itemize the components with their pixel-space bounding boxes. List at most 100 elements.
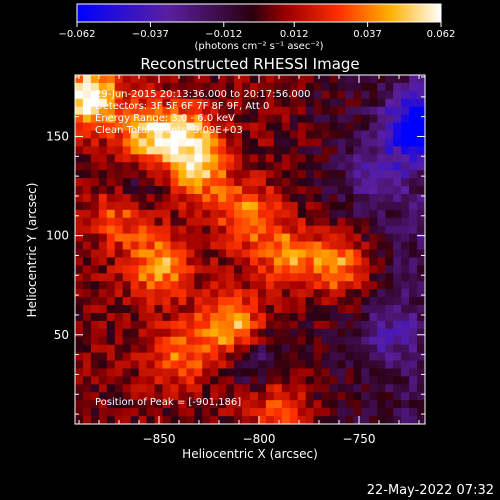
heatmap-cell — [138, 360, 148, 370]
heatmap-cell — [393, 130, 402, 140]
heatmap-cell — [417, 98, 426, 108]
heatmap-cell — [218, 249, 227, 259]
heatmap-cell — [202, 106, 211, 116]
heatmap-cell — [273, 106, 283, 116]
heatmap-cell — [273, 297, 283, 306]
heatmap-cell — [194, 392, 203, 401]
heatmap-cell — [273, 320, 283, 330]
heatmap-cell — [257, 241, 267, 251]
heatmap-cell — [281, 98, 291, 108]
heatmap-cell — [114, 225, 124, 235]
heatmap-cell — [273, 186, 283, 195]
heatmap-cell — [202, 233, 211, 243]
heatmap-cell — [393, 154, 402, 163]
heatmap-cell — [265, 297, 275, 306]
heatmap-cell — [353, 193, 362, 203]
y-tick-label: 150 — [46, 129, 69, 143]
heatmap-cell — [98, 201, 108, 211]
heatmap-cell — [106, 312, 116, 322]
heatmap-cell — [138, 225, 148, 235]
heatmap-cell — [337, 368, 347, 378]
heatmap-cell — [242, 312, 251, 322]
heatmap-cell — [146, 122, 156, 132]
heatmap-cell — [234, 138, 243, 147]
heatmap-cell — [114, 154, 124, 163]
heatmap-cell — [90, 344, 100, 354]
heatmap-cell — [337, 384, 347, 393]
heatmap-cell — [130, 328, 140, 338]
heatmap-cell — [313, 138, 323, 147]
heatmap-cell — [178, 241, 187, 251]
heatmap-cell — [138, 138, 148, 147]
heatmap-cell — [393, 257, 402, 266]
heatmap-cell — [345, 368, 354, 378]
heatmap-cell — [234, 106, 243, 116]
heatmap-cell — [106, 82, 116, 92]
heatmap-cell — [210, 328, 219, 338]
heatmap-cell — [401, 154, 410, 163]
heatmap-cell — [369, 98, 378, 108]
heatmap-cell — [273, 90, 283, 100]
heatmap-cell — [122, 114, 132, 124]
heatmap-cell — [369, 170, 378, 179]
heatmap-cell — [194, 170, 203, 179]
heatmap-cell — [369, 320, 378, 330]
heatmap-cell — [257, 130, 267, 140]
heatmap-cell — [250, 217, 259, 227]
heatmap-cell — [162, 416, 172, 425]
heatmap-cell — [353, 249, 362, 259]
heatmap-cell — [226, 241, 235, 251]
heatmap-cell — [361, 376, 370, 385]
heatmap-cell — [353, 416, 362, 425]
heatmap-cell — [138, 368, 148, 378]
heatmap-cell — [377, 281, 386, 290]
heatmap-cell — [250, 114, 259, 124]
heatmap-cell — [242, 209, 251, 219]
heatmap-cell — [377, 193, 386, 203]
heatmap-cell — [186, 336, 195, 346]
heatmap-cell — [114, 408, 124, 417]
heatmap-cell — [114, 320, 124, 330]
heatmap-cell — [218, 154, 227, 163]
heatmap-cell — [82, 305, 92, 314]
heatmap-cell — [297, 90, 307, 100]
heatmap-cell — [106, 106, 116, 116]
heatmap-cell — [210, 98, 219, 108]
heatmap-cell — [289, 328, 299, 338]
heatmap-cell — [75, 352, 84, 362]
heatmap-cell — [289, 154, 299, 163]
heatmap-cell — [82, 336, 92, 346]
heatmap-cell — [345, 392, 354, 401]
plot-frame — [74, 74, 426, 425]
heatmap-cell — [289, 75, 299, 84]
heatmap-cell — [194, 257, 203, 266]
heatmap-cell — [146, 193, 156, 203]
x-tick-label: −800 — [243, 432, 276, 446]
heatmap-cell — [178, 400, 187, 409]
heatmap-cell — [242, 368, 251, 378]
heatmap-cell — [417, 392, 426, 401]
heatmap-cell — [75, 408, 84, 417]
heatmap-cell — [281, 328, 291, 338]
heatmap-cell — [178, 281, 187, 290]
heatmap-cell — [257, 122, 267, 132]
heatmap-cell — [281, 281, 291, 290]
heatmap-cell — [393, 273, 402, 282]
heatmap-cell — [226, 265, 235, 274]
heatmap-cell — [345, 106, 354, 116]
heatmap-cell — [250, 360, 259, 370]
heatmap-cell — [178, 233, 187, 243]
heatmap-cell — [122, 312, 132, 322]
heatmap-cell — [210, 336, 219, 346]
heatmap-cell — [154, 328, 164, 338]
heatmap-cell — [273, 162, 283, 171]
heatmap-cell — [345, 130, 354, 140]
heatmap-cell — [337, 98, 347, 108]
heatmap-cell — [162, 90, 172, 100]
heatmap-cell — [385, 344, 394, 354]
heatmap-cell — [401, 209, 410, 219]
heatmap-cell — [329, 249, 339, 259]
heatmap-cell — [313, 328, 323, 338]
heatmap-cell — [313, 400, 323, 409]
heatmap-cell — [146, 130, 156, 140]
